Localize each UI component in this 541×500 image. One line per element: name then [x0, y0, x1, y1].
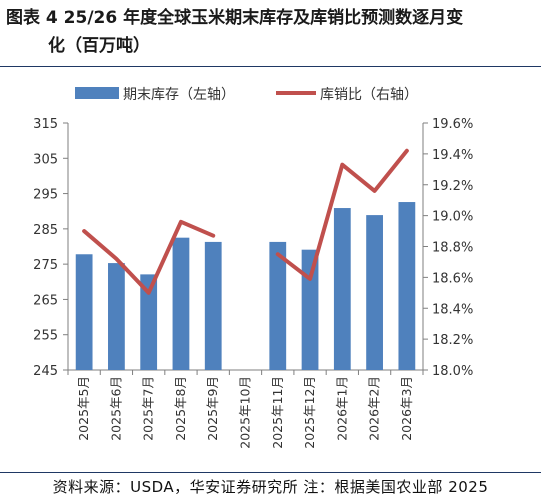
x-tick-label: 2026年2月 — [367, 376, 382, 441]
bar — [398, 202, 416, 370]
left-tick-label: 305 — [33, 152, 58, 167]
bar — [75, 254, 93, 370]
top-rule — [0, 66, 541, 67]
line-series — [82, 148, 409, 295]
bar — [204, 241, 222, 370]
left-tick-label: 275 — [33, 258, 58, 273]
bar — [172, 237, 190, 370]
bar — [269, 241, 287, 370]
left-tick-label: 285 — [33, 223, 58, 238]
bar — [140, 274, 158, 370]
right-tick-label: 18.6% — [432, 271, 473, 286]
bar-series — [75, 202, 416, 370]
right-tick-label: 18.8% — [432, 241, 473, 256]
ratio-line-segment — [275, 148, 409, 281]
bar — [366, 215, 383, 370]
right-tick-label: 18.0% — [432, 364, 473, 379]
left-tick-label: 245 — [33, 364, 58, 379]
x-tick-label: 2025年10月 — [238, 376, 253, 449]
chart-canvas: 期末库存（左轴） 库销比（右轴） 245 255 265 275 285 295 305 31… — [33, 87, 473, 449]
source-note: 资料来源：USDA，华安证券研究所 注：根据美国农业部 2025 — [0, 472, 541, 497]
chart-title: 图表 4 25/26 年度全球玉米期末库存及库销比预测数逐月变 化（百万吨） — [6, 4, 536, 60]
title-line-2: 化（百万吨） — [48, 36, 150, 56]
right-tick-label: 18.2% — [432, 333, 473, 348]
x-tick-label: 2026年3月 — [399, 376, 414, 441]
axes: 245 255 265 275 285 295 305 315 18.0% 18.2% 18.4% 1… — [33, 117, 473, 449]
legend: 期末库存（左轴） 库销比（右轴） — [75, 87, 418, 103]
x-tick-label: 2025年9月 — [205, 376, 220, 441]
left-tick-label: 315 — [33, 117, 58, 132]
x-tick-label: 2025年7月 — [141, 376, 156, 441]
right-tick-label: 19.2% — [432, 179, 473, 194]
x-tick-label: 2025年6月 — [108, 376, 123, 441]
bar — [301, 249, 319, 370]
left-tick-label: 265 — [33, 293, 58, 308]
legend-line-label: 库销比（右轴） — [320, 87, 418, 103]
x-tick-label: 2025年11月 — [270, 376, 285, 449]
right-tick-label: 19.4% — [432, 148, 473, 163]
legend-bar-swatch — [75, 87, 119, 99]
x-tick-label: 2025年12月 — [302, 376, 317, 449]
x-tick-label: 2026年1月 — [334, 376, 349, 441]
left-tick-label: 295 — [33, 188, 58, 203]
right-tick-label: 19.6% — [432, 117, 473, 132]
bar — [333, 208, 351, 370]
x-tick-label: 2025年8月 — [173, 376, 188, 441]
left-tick-label: 255 — [33, 329, 58, 344]
x-tick-label: 2025年5月 — [76, 376, 91, 441]
bar — [108, 263, 125, 370]
title-line-1: 图表 4 25/26 年度全球玉米期末库存及库销比预测数逐月变 — [6, 8, 464, 28]
right-tick-label: 19.0% — [432, 210, 473, 225]
right-tick-label: 18.4% — [432, 302, 473, 317]
ratio-line-segment — [82, 219, 216, 295]
legend-bar-label: 期末库存（左轴） — [123, 87, 235, 103]
